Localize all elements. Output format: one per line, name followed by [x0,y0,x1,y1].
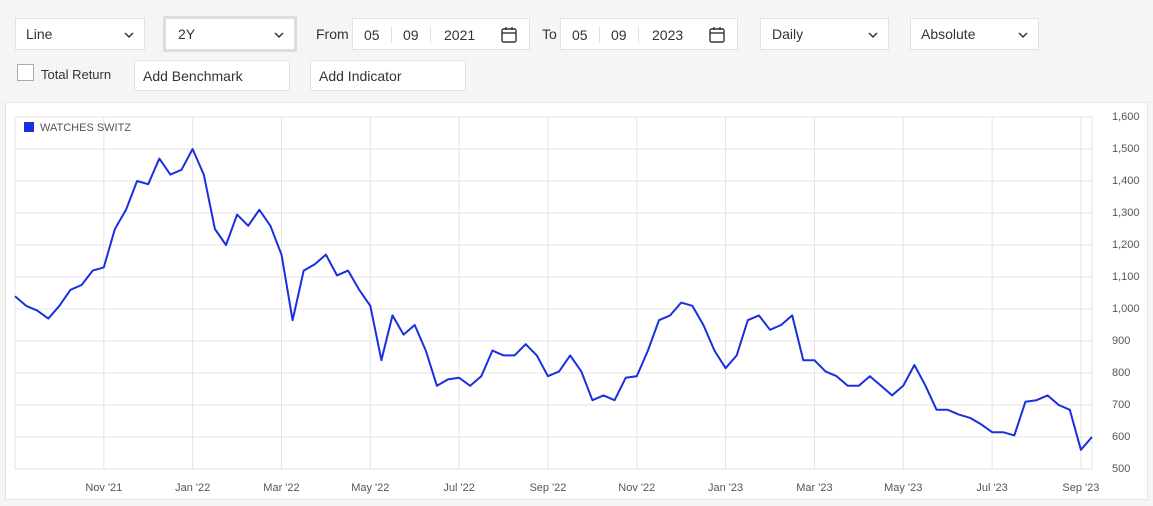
to-label: To [542,26,557,42]
x-tick-label: Jan '23 [708,482,743,494]
from-date[interactable]: 05 09 2021 [352,18,530,50]
x-tick-label: Nov '21 [85,482,122,494]
y-tick-label: 1,100 [1112,271,1140,283]
from-label: From [316,26,349,42]
x-tick-label: May '22 [351,482,389,494]
frequency-select[interactable]: Daily [760,18,889,50]
chart-type-select[interactable]: Line [15,18,145,50]
y-tick-label: 600 [1112,431,1130,443]
x-tick-label: Nov '22 [618,482,655,494]
select-text: Line [26,26,53,42]
y-tick-label: 1,400 [1112,175,1140,187]
input-text: Add Indicator [319,67,402,84]
input-text: Add Benchmark [143,67,243,84]
add-indicator[interactable]: Add Indicator [310,60,466,91]
chevron [868,32,878,39]
y-tick-label: 1,000 [1112,303,1140,315]
date-part: 05 [572,27,588,43]
legend-swatch [24,122,34,132]
legend-label: WATCHES SWITZ [40,122,131,134]
x-tick-label: Jul '23 [976,482,1007,494]
date-part: 2023 [652,27,684,43]
to-date[interactable]: 05 09 2023 [560,18,738,50]
select-text: Daily [772,26,804,42]
x-tick-label: Sep '23 [1062,482,1099,494]
y-tick-label: 700 [1112,399,1130,411]
y-tick-label: 1,300 [1112,207,1140,219]
add-benchmark[interactable]: Add Benchmark [134,60,290,91]
x-tick-label: Jul '22 [443,482,474,494]
chevron [274,32,284,39]
chevron [124,32,134,39]
y-tick-label: 500 [1112,463,1130,475]
y-tick-label: 1,200 [1112,239,1140,251]
x-tick-label: Mar '22 [263,482,299,494]
y-tick-label: 1,500 [1112,143,1140,155]
calendar-icon[interactable] [708,26,726,44]
y-tick-label: 900 [1112,335,1130,347]
date-part: 09 [611,27,627,43]
checkbox-label: Total Return [41,67,112,82]
select-text: 2Y [178,26,196,42]
checkbox[interactable] [17,64,34,81]
x-tick-label: Sep '22 [529,482,566,494]
chevron [1018,32,1028,39]
x-tick-label: Jan '22 [175,482,210,494]
y-tick-label: 1,600 [1112,111,1140,123]
x-tick-label: Mar '23 [796,482,832,494]
select-text: Absolute [921,26,976,42]
calendar-icon[interactable] [500,26,518,44]
chart: 500 600 700 800 900 1,000 1,100 1,200 1,300 1,400… [5,102,1148,500]
date-part: 05 [364,27,380,43]
y-tick-label: 800 [1112,367,1130,379]
date-part: 2021 [444,27,476,43]
chart-panel [5,102,1148,500]
mode-select[interactable]: Absolute [910,18,1039,50]
date-part: 09 [403,27,419,43]
x-tick-label: May '23 [884,482,922,494]
line-series [14,148,1093,451]
period-select[interactable]: 2Y [163,16,297,52]
